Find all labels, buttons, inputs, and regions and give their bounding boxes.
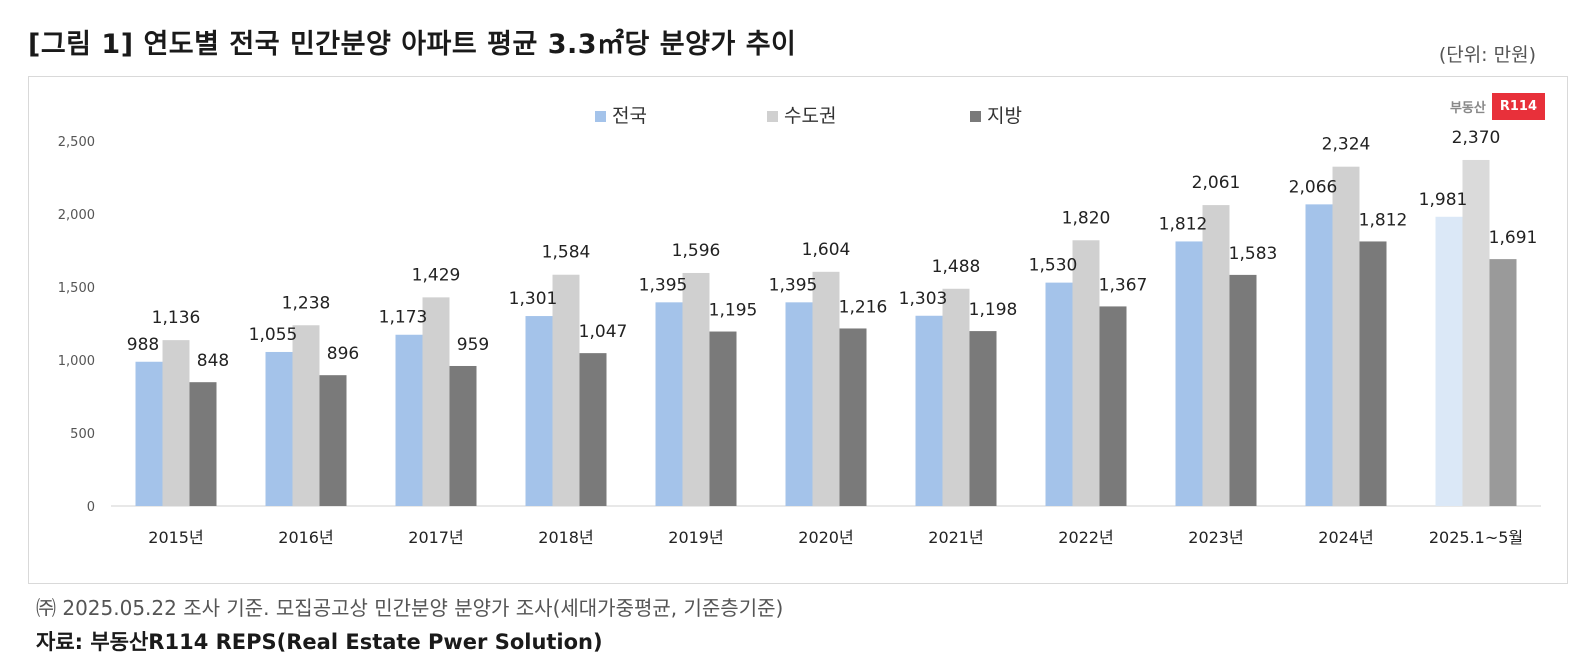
data-label: 1,173	[379, 308, 428, 328]
data-label: 2,066	[1289, 177, 1338, 197]
data-label: 1,812	[1359, 210, 1408, 230]
legend-swatch	[595, 111, 606, 122]
bar	[189, 382, 217, 506]
data-label: 1,216	[839, 297, 888, 317]
data-label: 1,981	[1419, 190, 1468, 210]
data-label: 1,691	[1489, 228, 1538, 248]
bar	[1202, 205, 1230, 506]
bar	[709, 331, 737, 506]
y-tick-label: 0	[87, 500, 95, 515]
x-tick-label: 2018년	[538, 528, 593, 547]
data-label: 848	[197, 351, 229, 371]
bar	[655, 302, 683, 506]
bar	[942, 288, 970, 506]
data-label: 1,301	[509, 289, 558, 309]
bar	[422, 297, 450, 506]
bar	[292, 325, 320, 506]
bar	[265, 351, 293, 506]
bar	[319, 375, 347, 506]
data-label: 1,395	[639, 275, 688, 295]
data-label: 1,429	[412, 265, 461, 285]
legend-swatch	[970, 111, 981, 122]
x-tick-label: 2024년	[1318, 528, 1373, 547]
bar	[1229, 274, 1257, 506]
data-label: 1,198	[969, 300, 1018, 320]
bar	[1489, 259, 1517, 506]
bar	[1332, 166, 1360, 507]
bar	[1462, 159, 1490, 506]
data-label: 1,303	[899, 289, 948, 309]
bar	[812, 271, 840, 506]
bar	[969, 331, 997, 506]
data-label: 1,812	[1159, 214, 1208, 234]
brand-logo: 부동산 R114	[1450, 93, 1545, 120]
bar	[1045, 282, 1073, 506]
chart-area: 부동산 R114 0 500 1,000 1,500 2,000 2,500 전국 수도권 지방…	[28, 76, 1568, 584]
chart-title: [그림 1] 연도별 전국 민간분양 아파트 평균 3.3㎡당 분양가 추이	[28, 29, 797, 60]
x-tick-label: 2023년	[1188, 528, 1243, 547]
footnote: ㈜ 2025.05.22 조사 기준. 모집공고상 민간분양 분양가 조사(세대…	[36, 596, 784, 620]
legend-label: 전국	[612, 105, 647, 127]
data-label: 1,820	[1062, 208, 1111, 228]
data-label: 1,195	[709, 301, 758, 321]
bar	[162, 340, 190, 506]
y-tick-label: 2,000	[58, 208, 95, 223]
x-tick-label: 2022년	[1058, 528, 1113, 547]
data-label: 1,488	[932, 257, 981, 277]
y-tick-label: 2,500	[58, 135, 95, 150]
data-label: 1,055	[249, 325, 298, 345]
legend-label: 지방	[987, 105, 1022, 127]
data-label: 1,238	[282, 293, 331, 313]
bar	[1305, 204, 1333, 506]
data-label: 1,395	[769, 275, 818, 295]
data-label: 1,367	[1099, 275, 1148, 295]
bar	[1435, 216, 1463, 507]
bar	[915, 315, 943, 506]
bar	[525, 316, 553, 506]
bar	[579, 353, 607, 506]
x-tick-label: 2015년	[148, 528, 203, 547]
x-tick-label: 2016년	[278, 528, 333, 547]
data-label: 1,136	[152, 308, 201, 328]
data-label: 1,604	[802, 240, 851, 260]
logo-text: 부동산	[1449, 101, 1486, 116]
source-line: 자료: 부동산R114 REPS(Real Estate Pwer Soluti…	[36, 630, 603, 654]
x-tick-label: 2020년	[798, 528, 853, 547]
bar	[1359, 241, 1387, 506]
data-label: 896	[327, 344, 359, 364]
x-tick-label: 2021년	[928, 528, 983, 547]
bar-chart: 0 500 1,000 1,500 2,000 2,500 전국 수도권 지방 2015년 2016…	[58, 105, 1541, 547]
unit-label: (단위: 만원)	[1438, 44, 1536, 66]
data-label: 959	[457, 335, 489, 355]
bar	[135, 361, 163, 506]
y-tick-label: 1,500	[58, 281, 95, 296]
bar	[449, 365, 477, 506]
data-label: 1,584	[542, 243, 591, 263]
bar	[682, 272, 710, 506]
data-label: 2,061	[1192, 173, 1241, 193]
data-label: 2,324	[1322, 135, 1371, 155]
bar	[395, 334, 423, 506]
bar	[552, 274, 580, 506]
data-label: 2,370	[1452, 128, 1501, 148]
data-label: 1,596	[672, 241, 721, 261]
data-label: 988	[127, 335, 159, 355]
legend-label: 수도권	[784, 105, 836, 127]
bar	[1072, 240, 1100, 506]
bar	[1175, 241, 1203, 506]
bar	[785, 302, 813, 506]
data-label: 1,047	[579, 322, 628, 342]
y-tick-label: 1,000	[58, 354, 95, 369]
x-tick-label: 2025.1~5월	[1429, 528, 1523, 547]
bar	[839, 328, 867, 506]
y-tick-label: 500	[70, 427, 95, 442]
legend-swatch	[767, 111, 778, 122]
data-label: 1,530	[1029, 256, 1078, 276]
x-tick-label: 2017년	[408, 528, 463, 547]
logo-badge: R114	[1491, 93, 1545, 120]
x-tick-label: 2019년	[668, 528, 723, 547]
bar	[1099, 306, 1127, 506]
data-label: 1,583	[1229, 244, 1278, 264]
